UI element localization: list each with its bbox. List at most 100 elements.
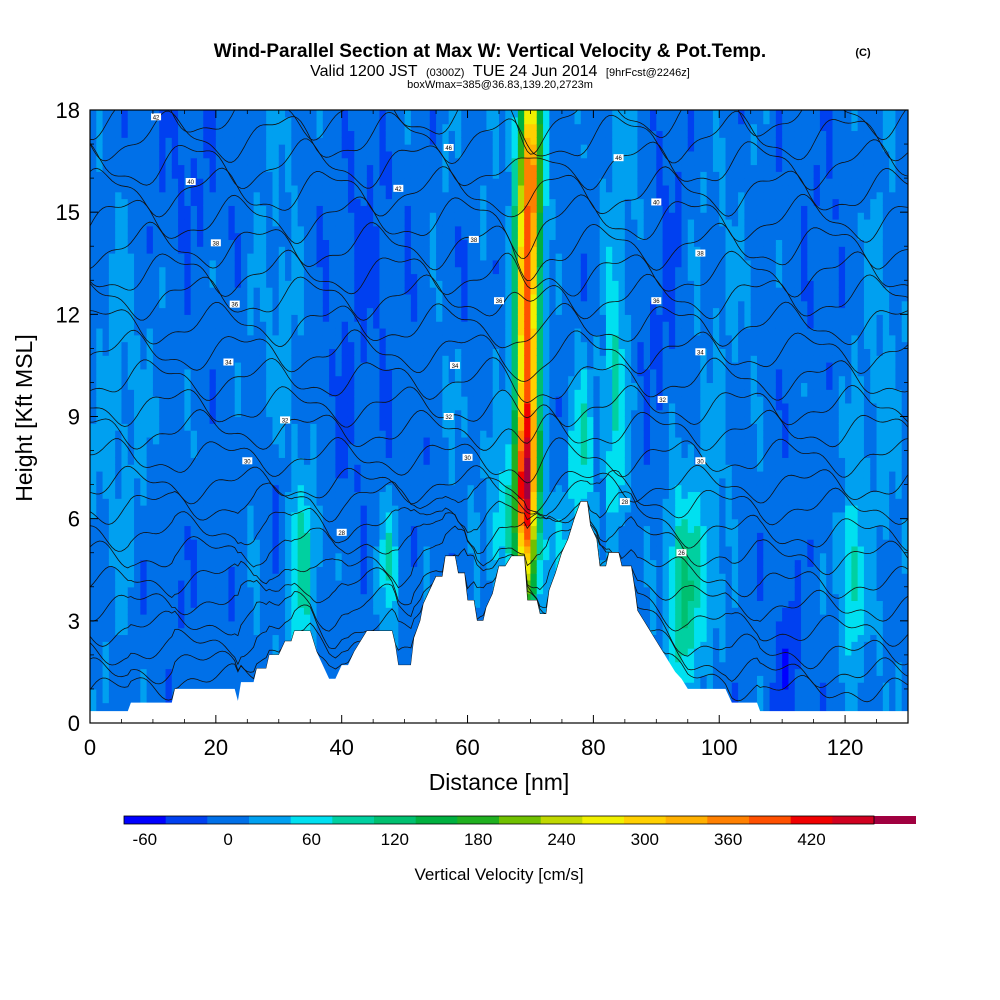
velocity-cell	[171, 144, 179, 152]
velocity-cell	[360, 280, 368, 288]
velocity-cell	[140, 573, 148, 581]
velocity-cell	[423, 375, 431, 384]
velocity-cell	[341, 239, 349, 247]
velocity-cell	[228, 307, 236, 315]
velocity-cell	[266, 641, 274, 649]
velocity-cell	[96, 539, 104, 547]
velocity-cell	[360, 287, 368, 295]
velocity-cell	[291, 164, 299, 172]
velocity-cell	[228, 423, 236, 431]
velocity-cell	[115, 110, 123, 118]
velocity-cell	[102, 314, 110, 322]
velocity-cell	[178, 668, 185, 676]
velocity-cell	[404, 382, 412, 390]
velocity-cell	[253, 212, 261, 220]
velocity-cell	[234, 130, 242, 138]
velocity-cell	[278, 150, 286, 159]
velocity-cell	[253, 110, 261, 118]
velocity-cell	[322, 293, 330, 302]
velocity-cell	[178, 579, 185, 588]
velocity-cell	[404, 484, 412, 493]
velocity-cell	[354, 110, 362, 118]
velocity-cell	[228, 484, 236, 493]
velocity-cell	[429, 334, 437, 343]
velocity-cell	[392, 150, 399, 159]
velocity-cell	[259, 641, 267, 649]
velocity-cell	[190, 641, 198, 649]
velocity-cell	[316, 464, 324, 472]
velocity-cell	[392, 157, 399, 166]
velocity-cell	[203, 321, 211, 329]
velocity-cell	[196, 498, 204, 506]
velocity-cell	[354, 416, 362, 424]
velocity-cell	[146, 436, 154, 445]
velocity-cell	[96, 525, 104, 533]
velocity-cell	[215, 273, 223, 281]
velocity-cell	[366, 416, 374, 424]
velocity-cell	[247, 389, 255, 397]
velocity-cell	[291, 212, 299, 220]
velocity-cell	[146, 368, 154, 377]
velocity-cell	[90, 532, 97, 540]
velocity-cell	[341, 266, 349, 275]
velocity-cell	[196, 586, 204, 595]
velocity-cell	[96, 532, 104, 540]
velocity-cell	[247, 348, 255, 356]
velocity-cell	[392, 436, 399, 445]
velocity-cell	[178, 661, 185, 670]
velocity-cell	[417, 191, 425, 200]
velocity-cell	[297, 198, 305, 206]
velocity-cell	[134, 511, 141, 520]
velocity-cell	[90, 198, 97, 206]
velocity-cell	[354, 191, 362, 200]
velocity-cell	[335, 566, 343, 574]
velocity-cell	[285, 539, 292, 547]
velocity-cell	[417, 293, 425, 302]
velocity-cell	[347, 532, 355, 540]
velocity-cell	[146, 314, 154, 322]
velocity-cell	[429, 110, 437, 118]
velocity-cell	[121, 464, 129, 472]
velocity-cell	[335, 586, 343, 595]
velocity-cell	[322, 511, 330, 520]
velocity-cell	[404, 634, 412, 642]
velocity-cell	[178, 341, 185, 349]
velocity-cell	[335, 382, 343, 390]
velocity-cell	[429, 198, 437, 206]
velocity-cell	[316, 348, 324, 356]
velocity-cell	[316, 232, 324, 241]
velocity-cell	[209, 130, 217, 138]
velocity-cell	[404, 259, 412, 268]
velocity-cell	[285, 137, 292, 145]
velocity-cell	[385, 416, 393, 424]
velocity-cell	[228, 545, 236, 554]
velocity-cell	[121, 225, 129, 234]
velocity-cell	[159, 573, 167, 581]
velocity-cell	[127, 498, 135, 506]
velocity-cell	[360, 293, 368, 302]
velocity-cell	[316, 586, 324, 595]
velocity-cell	[159, 525, 167, 533]
velocity-cell	[335, 191, 343, 200]
velocity-cell	[127, 450, 135, 458]
velocity-cell	[234, 191, 242, 200]
velocity-cell	[272, 327, 280, 336]
velocity-cell	[341, 178, 349, 186]
velocity-cell	[417, 327, 425, 336]
velocity-cell	[209, 164, 217, 172]
velocity-cell	[134, 443, 141, 452]
velocity-cell	[102, 634, 110, 642]
velocity-cell	[90, 130, 97, 138]
velocity-cell	[417, 266, 425, 275]
velocity-cell	[259, 654, 267, 663]
velocity-cell	[341, 110, 349, 118]
velocity-cell	[196, 321, 204, 329]
velocity-cell	[322, 559, 330, 567]
velocity-cell	[127, 287, 135, 295]
velocity-cell	[385, 600, 393, 608]
velocity-cell	[234, 293, 242, 302]
velocity-cell	[335, 389, 343, 397]
velocity-cell	[152, 532, 160, 540]
velocity-cell	[329, 375, 336, 384]
velocity-cell	[121, 450, 129, 458]
